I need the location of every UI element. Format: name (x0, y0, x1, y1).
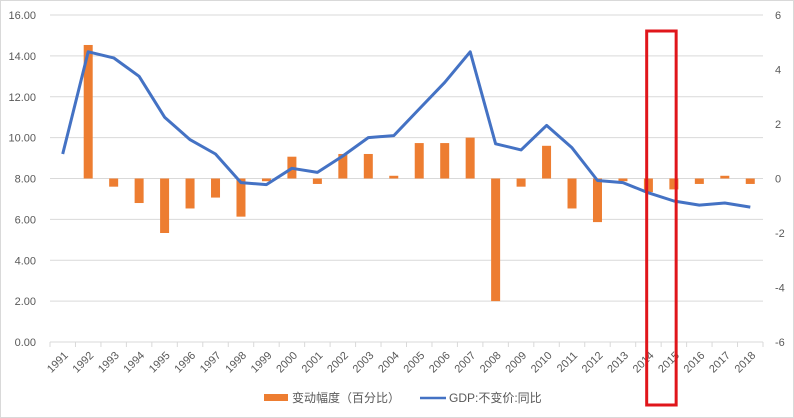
x-tick-label: 2002 (325, 350, 351, 376)
bar (440, 143, 450, 179)
gdp-line (61, 50, 751, 209)
right-axis-ticks: -6 -4 -2 0 2 4 6 (775, 10, 785, 349)
left-tick-label: 6.00 (15, 214, 36, 226)
legend-bar-swatch (264, 394, 288, 401)
bar (160, 178, 170, 233)
left-tick-label: 12.00 (8, 92, 36, 104)
x-tick-label: 2001 (300, 350, 326, 376)
bar (669, 178, 679, 190)
bar (261, 178, 271, 182)
x-tick-label: 2011 (555, 350, 580, 375)
bar (618, 178, 628, 182)
bar (312, 178, 322, 184)
right-tick-label: 6 (775, 10, 781, 22)
x-tick-label: 2010 (529, 350, 555, 376)
left-tick-label: 4.00 (15, 255, 36, 267)
bar (83, 44, 93, 179)
left-tick-label: 10.00 (8, 133, 36, 145)
x-tick-label: 1993 (96, 350, 122, 376)
bar (542, 145, 552, 179)
x-tick-label: 2016 (682, 350, 708, 376)
bar (338, 153, 348, 179)
left-tick-label: 0.00 (15, 337, 36, 349)
left-axis-ticks: 0.00 2.00 4.00 6.00 8.00 10.00 12.00 14.00 16.00 (8, 10, 36, 349)
x-tick-label: 1999 (249, 350, 275, 376)
bar (414, 143, 424, 179)
right-tick-label: 0 (775, 174, 781, 186)
bar (745, 178, 755, 184)
gridlines (50, 14, 763, 302)
bar (185, 178, 195, 209)
x-tick-label: 2013 (605, 350, 631, 376)
x-tick-label: 2008 (478, 350, 504, 376)
left-tick-label: 2.00 (15, 296, 36, 308)
x-tick-label: 2005 (402, 350, 428, 376)
x-tick-label: 2018 (733, 350, 759, 376)
x-tick-label: 2015 (656, 350, 682, 376)
x-tick-label: 2009 (503, 350, 529, 376)
bar (516, 178, 526, 187)
x-tick-label: 1992 (71, 350, 97, 376)
x-tick-label: 2003 (351, 350, 377, 376)
left-tick-label: 8.00 (15, 174, 36, 186)
right-tick-label: -2 (775, 228, 785, 240)
x-tick-label: 2014 (631, 350, 657, 376)
bar (363, 153, 373, 179)
left-tick-label: 16.00 (8, 10, 36, 22)
legend: 变动幅度（百分比） GDP:不变价:同比 (264, 390, 542, 405)
bar (134, 178, 144, 204)
bar (236, 178, 246, 217)
x-tick-label: 1996 (172, 350, 198, 376)
bar (211, 178, 221, 198)
highlight-annotation (645, 29, 678, 407)
bar (109, 178, 119, 187)
bar (643, 178, 653, 193)
x-tick-label: 1997 (198, 350, 224, 376)
left-tick-label: 14.00 (8, 51, 36, 63)
bar (567, 178, 577, 209)
x-tick-label: 1995 (147, 350, 173, 376)
right-tick-label: -4 (775, 283, 785, 295)
x-tick-label: 2017 (707, 350, 733, 376)
line-series (61, 50, 751, 209)
x-tick-label: 1994 (121, 350, 147, 376)
bar (389, 175, 399, 179)
x-tick-label: 2007 (452, 350, 478, 376)
x-tick-label: 2004 (376, 350, 402, 376)
x-tick-label: 2000 (274, 350, 300, 376)
bar-series (83, 44, 755, 302)
x-tick-label: 1998 (223, 350, 249, 376)
x-tick-label: 2012 (580, 350, 606, 376)
legend-bar-label: 变动幅度（百分比） (292, 390, 400, 405)
legend-line-label: GDP:不变价:同比 (449, 390, 542, 405)
bar (720, 175, 730, 179)
right-tick-label: -6 (775, 337, 785, 349)
right-tick-label: 4 (775, 65, 781, 77)
x-axis: 1991 1992 1993 1994 1995 1996 1997 1998 1999 2000… (45, 341, 764, 376)
bar (694, 178, 704, 184)
x-tick-label: 1991 (45, 350, 71, 376)
right-tick-label: 2 (775, 119, 781, 131)
highlight-box (645, 29, 678, 407)
bar (465, 137, 475, 179)
bar (592, 178, 602, 223)
x-tick-label: 2006 (427, 350, 453, 376)
bar (491, 178, 501, 302)
